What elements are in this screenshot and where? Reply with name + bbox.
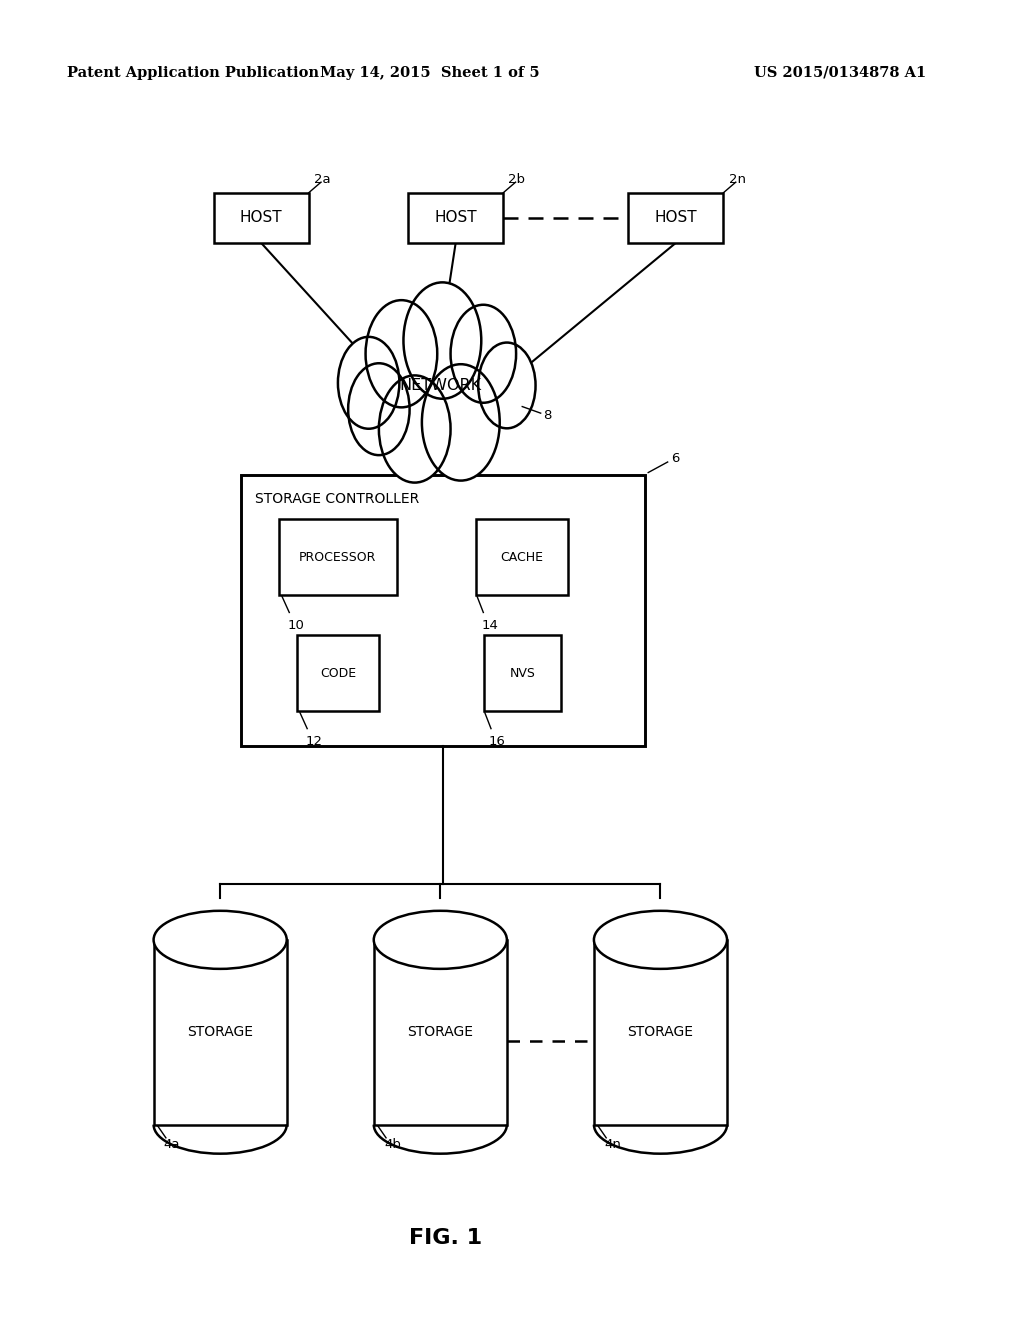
- Text: US 2015/0134878 A1: US 2015/0134878 A1: [754, 66, 926, 79]
- Text: STORAGE: STORAGE: [628, 1026, 693, 1039]
- Ellipse shape: [403, 282, 481, 399]
- Ellipse shape: [374, 911, 507, 969]
- FancyBboxPatch shape: [594, 940, 727, 1125]
- Text: 2b: 2b: [508, 173, 525, 186]
- Ellipse shape: [478, 343, 536, 428]
- Ellipse shape: [154, 911, 287, 969]
- Ellipse shape: [379, 375, 451, 483]
- Ellipse shape: [422, 364, 500, 480]
- Text: STORAGE: STORAGE: [408, 1026, 473, 1039]
- Text: Patent Application Publication: Patent Application Publication: [67, 66, 318, 79]
- FancyBboxPatch shape: [279, 519, 397, 595]
- Text: PROCESSOR: PROCESSOR: [299, 550, 377, 564]
- Text: 10: 10: [287, 619, 304, 632]
- Text: May 14, 2015  Sheet 1 of 5: May 14, 2015 Sheet 1 of 5: [321, 66, 540, 79]
- FancyBboxPatch shape: [374, 940, 507, 1125]
- Text: NETWORK: NETWORK: [399, 378, 481, 393]
- Text: 2a: 2a: [313, 173, 331, 186]
- Text: 4n: 4n: [604, 1138, 621, 1151]
- Text: 12: 12: [305, 735, 323, 748]
- FancyBboxPatch shape: [241, 475, 645, 746]
- FancyBboxPatch shape: [154, 940, 287, 1125]
- FancyBboxPatch shape: [629, 193, 723, 243]
- FancyBboxPatch shape: [476, 519, 568, 595]
- Text: 8: 8: [543, 409, 551, 422]
- Text: HOST: HOST: [240, 210, 283, 226]
- Ellipse shape: [348, 363, 410, 455]
- Ellipse shape: [451, 305, 516, 403]
- Text: STORAGE: STORAGE: [187, 1026, 253, 1039]
- FancyBboxPatch shape: [297, 635, 379, 711]
- FancyBboxPatch shape: [484, 635, 561, 711]
- Text: 4b: 4b: [384, 1138, 400, 1151]
- Text: 16: 16: [489, 735, 506, 748]
- Text: CODE: CODE: [319, 667, 356, 680]
- Text: HOST: HOST: [654, 210, 697, 226]
- Text: 14: 14: [481, 619, 498, 632]
- Ellipse shape: [366, 300, 437, 408]
- Text: NVS: NVS: [509, 667, 536, 680]
- FancyBboxPatch shape: [214, 193, 309, 243]
- Text: FIG. 1: FIG. 1: [409, 1228, 482, 1249]
- Text: 4a: 4a: [164, 1138, 180, 1151]
- Ellipse shape: [338, 337, 399, 429]
- Text: HOST: HOST: [434, 210, 477, 226]
- Text: 2n: 2n: [729, 173, 745, 186]
- Text: CACHE: CACHE: [501, 550, 544, 564]
- Ellipse shape: [594, 911, 727, 969]
- Text: STORAGE CONTROLLER: STORAGE CONTROLLER: [255, 492, 419, 507]
- FancyBboxPatch shape: [408, 193, 504, 243]
- Text: 6: 6: [671, 451, 679, 465]
